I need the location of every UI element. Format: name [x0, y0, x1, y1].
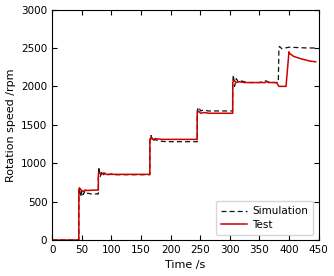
Test	[83, 189, 87, 192]
Line: Test: Test	[52, 52, 316, 240]
Test	[314, 60, 318, 63]
Legend: Simulation, Test: Simulation, Test	[216, 201, 313, 235]
Test	[99, 173, 103, 176]
Simulation	[77, 192, 81, 196]
Simulation	[86, 192, 90, 195]
X-axis label: Time /s: Time /s	[165, 261, 205, 270]
Simulation	[164, 140, 168, 143]
Simulation	[314, 46, 318, 50]
Simulation	[231, 73, 235, 76]
Line: Simulation: Simulation	[52, 46, 316, 240]
Test	[287, 50, 291, 54]
Test	[308, 59, 312, 63]
Test	[149, 136, 153, 139]
Simulation	[278, 45, 282, 48]
Test	[284, 85, 288, 88]
Simulation	[50, 238, 54, 242]
Test	[96, 189, 100, 192]
Test	[50, 238, 54, 242]
Simulation	[81, 193, 85, 196]
Y-axis label: Rotation speed /rpm: Rotation speed /rpm	[6, 68, 16, 182]
Simulation	[97, 165, 101, 169]
